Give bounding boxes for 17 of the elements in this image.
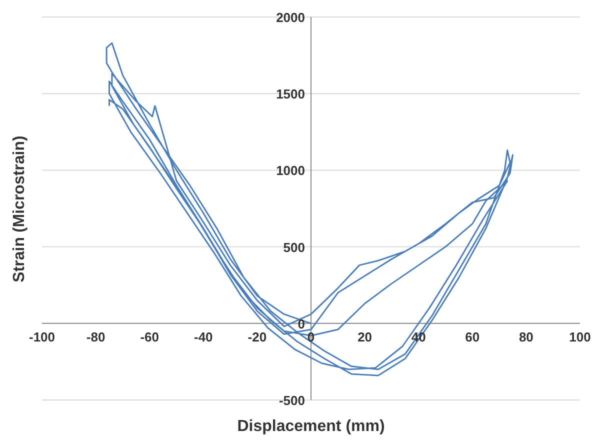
y-axis-title: Strain (Microstrain) (11, 135, 29, 282)
x-tick-label: -40 (194, 329, 213, 344)
x-tick-label: 80 (518, 329, 534, 344)
y-tick-label: 1500 (276, 86, 305, 102)
y-tick-label: 2000 (276, 10, 305, 25)
y-tick-label: 1000 (276, 163, 305, 178)
x-tick-label: -20 (248, 329, 267, 344)
line-series (106, 42, 514, 376)
x-tick-label: 60 (465, 329, 480, 344)
x-tick-label: 20 (358, 329, 372, 344)
x-tick-label: -80 (86, 329, 106, 344)
x-tick-label: -100 (28, 329, 56, 344)
x-tick-label: -60 (140, 329, 159, 344)
x-tick-label: 100 (569, 329, 591, 344)
x-axis-title: Displacement (mm) (236, 418, 386, 436)
y-tick-label: -500 (278, 393, 305, 408)
y-tick-label: 500 (283, 240, 305, 255)
